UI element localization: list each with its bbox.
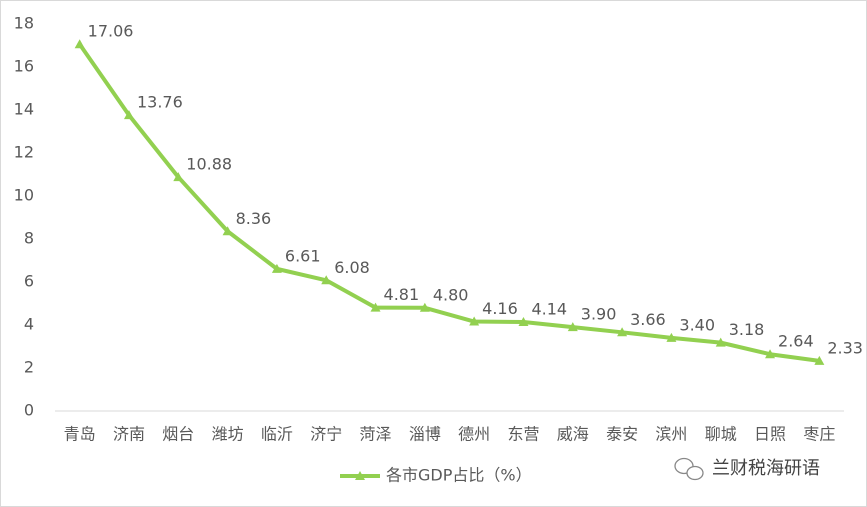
- x-tick-label: 德州: [458, 425, 490, 444]
- data-label: 2.33: [827, 338, 863, 357]
- y-tick-label: 10: [14, 186, 34, 205]
- x-tick-label: 济宁: [310, 425, 342, 444]
- x-tick-label: 菏泽: [360, 425, 392, 444]
- x-tick-label: 泰安: [606, 425, 638, 444]
- point-marker: [814, 355, 825, 365]
- point-marker: [222, 226, 233, 236]
- point-marker: [74, 39, 85, 49]
- data-label: 10.88: [186, 155, 232, 174]
- x-tick-label: 日照: [754, 425, 786, 444]
- x-tick-label: 聊城: [705, 425, 737, 444]
- y-tick-label: 12: [14, 143, 34, 162]
- data-label: 3.66: [630, 310, 666, 329]
- data-label: 4.14: [531, 299, 567, 318]
- point-marker: [518, 316, 529, 326]
- x-tick-label: 东营: [507, 425, 539, 444]
- y-tick-label: 18: [14, 14, 34, 33]
- data-label: 3.18: [729, 320, 765, 339]
- x-tick-label: 潍坊: [212, 425, 244, 444]
- y-tick-label: 16: [14, 57, 34, 76]
- point-marker: [173, 172, 184, 182]
- watermark-icon: [674, 457, 694, 475]
- data-label: 4.80: [433, 285, 469, 304]
- data-label: 17.06: [88, 22, 134, 41]
- data-label: 4.16: [482, 299, 518, 318]
- point-marker: [666, 332, 677, 342]
- y-tick-label: 6: [24, 272, 34, 291]
- x-tick-label: 威海: [557, 425, 589, 444]
- series-line: [78, 43, 820, 363]
- y-tick-label: 4: [24, 315, 34, 334]
- point-marker: [715, 337, 726, 347]
- x-tick-label: 枣庄: [803, 425, 835, 444]
- point-marker: [271, 263, 282, 273]
- point-marker: [321, 275, 332, 285]
- y-tick-label: 2: [24, 358, 34, 377]
- data-label: 13.76: [137, 93, 183, 112]
- data-label: 6.61: [285, 246, 321, 265]
- point-marker: [617, 327, 628, 337]
- point-marker: [765, 349, 776, 359]
- y-tick-label: 8: [24, 229, 34, 248]
- x-tick-label: 济南: [113, 425, 145, 444]
- data-label: 3.40: [679, 315, 715, 334]
- x-tick-label: 烟台: [162, 425, 194, 444]
- watermark-text: 兰财税海研语: [712, 458, 820, 479]
- watermark: 兰财税海研语: [674, 457, 820, 481]
- point-marker: [370, 302, 381, 312]
- x-tick-label: 临沂: [261, 425, 293, 444]
- point-marker: [469, 316, 480, 326]
- data-label: 6.08: [334, 258, 370, 277]
- point-marker: [419, 302, 430, 312]
- y-tick-label: 0: [24, 401, 34, 420]
- point-marker: [567, 322, 578, 332]
- data-label: 4.81: [384, 285, 420, 304]
- x-tick-label: 淄博: [409, 425, 441, 444]
- watermark-icon: [686, 465, 704, 481]
- data-label: 2.64: [778, 332, 814, 351]
- x-tick-label: 滨州: [655, 425, 687, 444]
- data-label: 3.90: [581, 305, 617, 324]
- y-tick-label: 14: [14, 100, 34, 119]
- legend-label: 各市GDP占比（%）: [386, 466, 532, 485]
- x-tick-label: 青岛: [64, 425, 96, 444]
- point-marker: [123, 110, 134, 120]
- legend-marker: [355, 471, 365, 480]
- data-label: 8.36: [236, 209, 272, 228]
